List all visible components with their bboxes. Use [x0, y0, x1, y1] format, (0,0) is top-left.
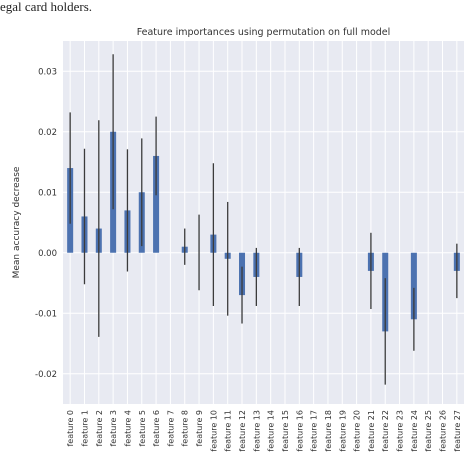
y-tick-label: -0.01 [35, 309, 57, 319]
x-tick-label: feature 16 [295, 410, 304, 452]
x-tick-label: feature 7 [166, 410, 175, 447]
x-tick-label: feature 3 [109, 410, 118, 447]
x-tick-labels: feature 0 feature 1 feature 2 feature 3 feat… [66, 410, 462, 452]
y-tick-label: 0.00 [38, 249, 57, 259]
error-bars [69, 54, 458, 385]
x-tick-label: feature 12 [238, 410, 247, 452]
y-axis-label: Mean accuracy decrease [12, 166, 22, 278]
page-caption: egal card holders. [0, 0, 93, 14]
x-tick-label: feature 17 [310, 410, 319, 452]
x-tick-label: feature 27 [453, 410, 462, 452]
bar [410, 252, 417, 320]
x-tick-label: feature 11 [224, 410, 233, 452]
bar [153, 155, 160, 253]
y-tick-label: 0.01 [38, 188, 57, 198]
x-tick-label: feature 2 [95, 410, 104, 447]
y-tick-label: 0.02 [38, 128, 57, 138]
x-tick-label: feature 18 [324, 410, 333, 452]
x-tick-label: feature 14 [267, 410, 276, 452]
x-tick-label: feature 20 [353, 410, 362, 452]
x-tick-label: feature 21 [367, 410, 376, 452]
x-tick-label: feature 19 [338, 410, 347, 452]
x-tick-label: feature 22 [381, 410, 390, 452]
x-tick-label: feature 15 [281, 410, 290, 452]
x-tick-label: feature 26 [439, 410, 448, 452]
x-tick-label: feature 23 [396, 410, 405, 452]
x-tick-label: feature 4 [123, 410, 132, 447]
plot-background [63, 41, 464, 404]
x-tick-label: feature 1 [80, 410, 89, 447]
x-tick-label: feature 24 [410, 410, 419, 452]
x-tick-label: feature 5 [138, 410, 147, 447]
x-tick-label: feature 6 [152, 410, 161, 447]
x-tick-label: feature 10 [209, 410, 218, 452]
x-tick-label: feature 8 [181, 410, 190, 447]
x-tick-label: feature 9 [195, 410, 204, 447]
y-tick-label: 0.03 [38, 67, 57, 77]
x-tick-label: feature 25 [424, 410, 433, 452]
x-tick-label: feature 0 [66, 410, 75, 447]
y-tick-label: -0.02 [35, 370, 57, 380]
chart-title: Feature importances using permutation on… [137, 27, 391, 38]
x-tick-label: feature 13 [252, 410, 261, 452]
y-tick-labels: -0.02 -0.01 0.00 0.01 0.02 0.03 [35, 67, 57, 380]
